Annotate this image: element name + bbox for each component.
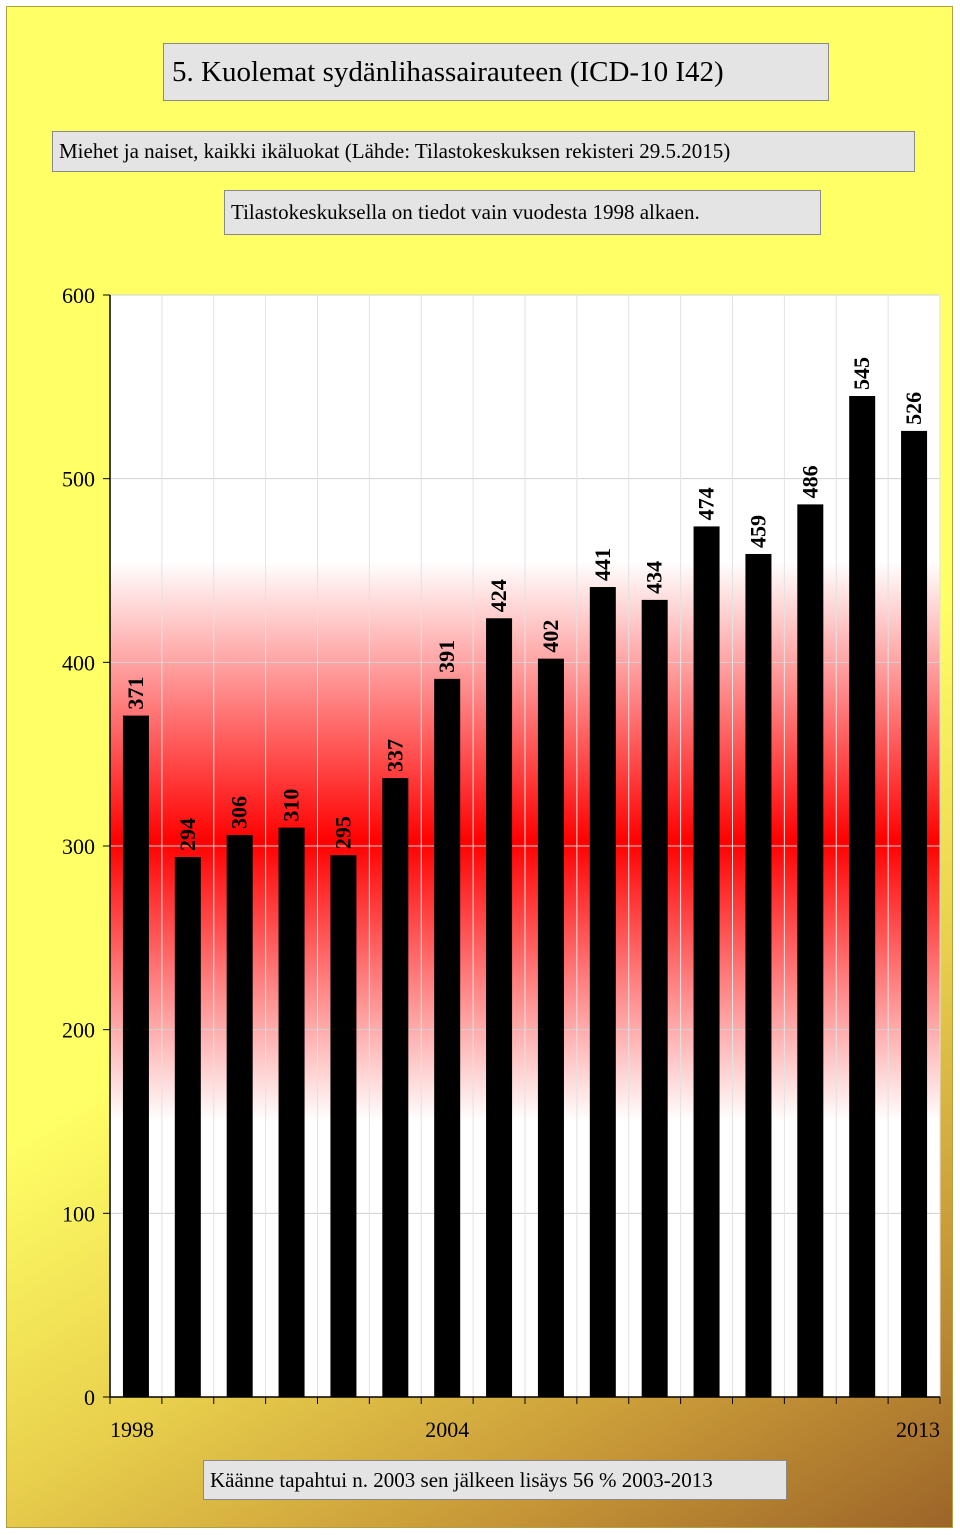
bar-2009 (693, 526, 720, 1397)
bars-group (122, 396, 928, 1397)
x-tick-label-1998: 1998 (110, 1417, 154, 1442)
bar-2003 (382, 778, 409, 1397)
data-label-1999: 294 (175, 818, 200, 851)
bar-2010 (745, 553, 772, 1397)
data-label-2005: 424 (486, 579, 511, 612)
bar-2011 (797, 504, 824, 1397)
y-tick-label-300: 300 (62, 834, 95, 859)
y-tick-label-100: 100 (62, 1201, 95, 1226)
data-label-1998: 371 (123, 677, 148, 710)
bar-2002 (330, 855, 357, 1397)
bar-2004 (434, 678, 461, 1397)
y-tick-label-400: 400 (62, 650, 95, 675)
y-tick-label-0: 0 (84, 1385, 95, 1410)
data-label-2002: 295 (330, 816, 355, 849)
chart-title: 5. Kuolemat sydänlihassairauteen (ICD-10… (163, 43, 829, 101)
data-label-2008: 434 (642, 561, 667, 594)
data-label-2003: 337 (382, 739, 407, 772)
data-label-2001: 310 (279, 789, 304, 822)
bar-2001 (278, 827, 305, 1397)
data-labels-group: 371 294 306 310 295 337 391 424 402 441 434 474 459 4… (123, 357, 926, 851)
data-label-2012: 545 (849, 357, 874, 390)
chart-footnote: Käänne tapahtui n. 2003 sen jälkeen lisä… (203, 1460, 787, 1500)
bar-2005 (486, 618, 513, 1397)
data-label-2004: 391 (434, 640, 459, 673)
bar-2013 (901, 430, 928, 1397)
data-label-2006: 402 (538, 620, 563, 653)
data-label-2000: 306 (227, 796, 252, 829)
x-tick-label-2013: 2013 (896, 1417, 940, 1442)
bar-1998 (122, 715, 149, 1397)
bar-2006 (537, 658, 564, 1397)
gridlines (109, 294, 941, 1398)
y-tick-label-600: 600 (62, 283, 95, 308)
data-label-2013: 526 (901, 392, 926, 425)
bar-2000 (226, 834, 253, 1397)
chart-note: Tilastokeskuksella on tiedot vain vuodes… (224, 190, 821, 235)
bar-2008 (641, 599, 668, 1397)
data-label-2010: 459 (745, 515, 770, 548)
data-label-2011: 486 (797, 465, 822, 498)
y-tick-label-500: 500 (62, 467, 95, 492)
bar-2012 (849, 396, 876, 1397)
chart-subtitle: Miehet ja naiset, kaikki ikäluokat (Lähd… (52, 131, 915, 172)
x-tick-label-2004: 2004 (425, 1417, 469, 1442)
bar-2007 (589, 587, 616, 1397)
bar-1999 (174, 857, 201, 1397)
axes: 0 100 200 300 400 500 600 1998 2004 2013 (62, 283, 941, 1442)
y-tick-label-200: 200 (62, 1018, 95, 1043)
data-label-2009: 474 (694, 487, 719, 520)
data-label-2007: 441 (590, 548, 615, 581)
